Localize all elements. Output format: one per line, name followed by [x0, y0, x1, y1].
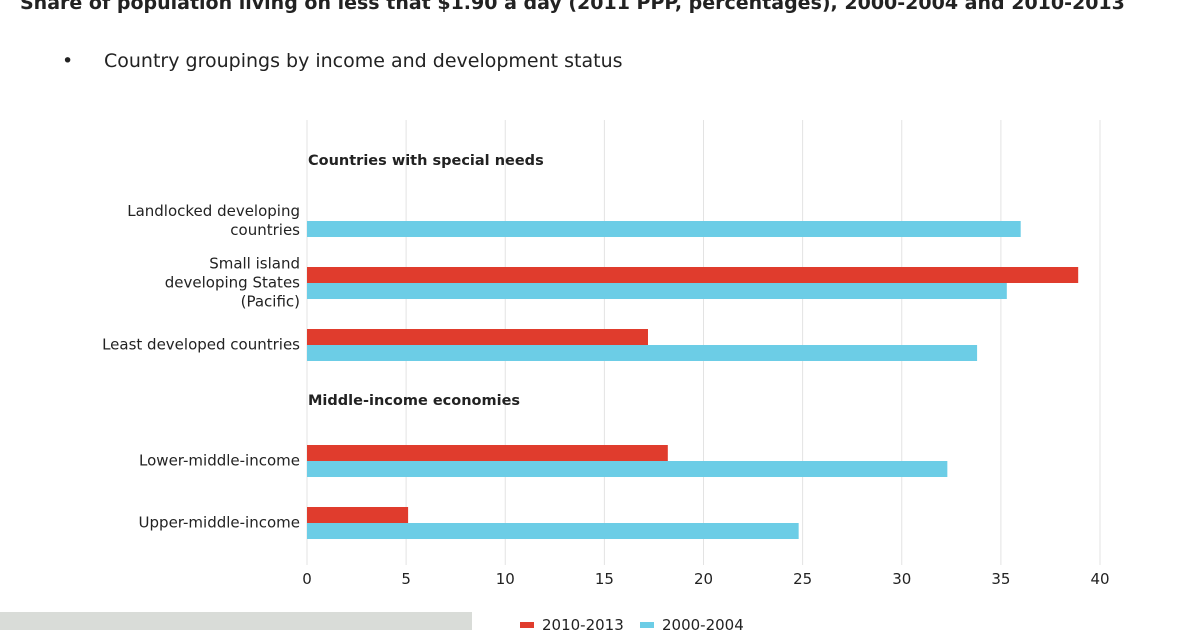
x-tick-label: 30: [892, 570, 911, 588]
y-tick-label: Upper-middle-income: [138, 513, 300, 532]
x-tick-label: 40: [1090, 570, 1109, 588]
y-tick-label: Lower-middle-income: [139, 451, 300, 470]
bar: [307, 507, 409, 523]
bar: [307, 329, 648, 345]
bar: [307, 523, 799, 539]
y-tick-label: Small island developing States (Pacific): [164, 254, 300, 311]
bar: [307, 345, 978, 361]
subtitle: Country groupings by income and developm…: [62, 50, 623, 72]
x-tick-label: 25: [793, 570, 812, 588]
group-header: Countries with special needs: [308, 153, 544, 169]
x-tick-label: 5: [401, 570, 411, 588]
bar: [307, 221, 1021, 237]
legend-swatch: [520, 622, 534, 628]
legend-item: 2000-2004: [640, 616, 744, 634]
legend-label: 2000-2004: [662, 616, 744, 634]
bar: [307, 267, 1079, 283]
x-tick-label: 35: [991, 570, 1010, 588]
bar: [307, 445, 668, 461]
group-header: Middle-income economies: [308, 393, 521, 409]
legend-label: 2010-2013: [542, 616, 624, 634]
bar: [307, 283, 1007, 299]
source-box: [0, 612, 472, 630]
y-tick-label: Landlocked developing countries: [127, 202, 300, 239]
subtitle-text: Country groupings by income and developm…: [104, 50, 623, 72]
legend-item: 2010-2013: [520, 616, 624, 634]
x-tick-label: 20: [694, 570, 713, 588]
x-tick-label: 15: [595, 570, 614, 588]
legend-swatch: [640, 622, 654, 628]
x-tick-label: 10: [496, 570, 515, 588]
chart-title: Share of population living on less that …: [20, 0, 1125, 14]
x-tick-label: 0: [302, 570, 312, 588]
bar: [307, 461, 948, 477]
y-tick-label: Least developed countries: [102, 335, 300, 354]
